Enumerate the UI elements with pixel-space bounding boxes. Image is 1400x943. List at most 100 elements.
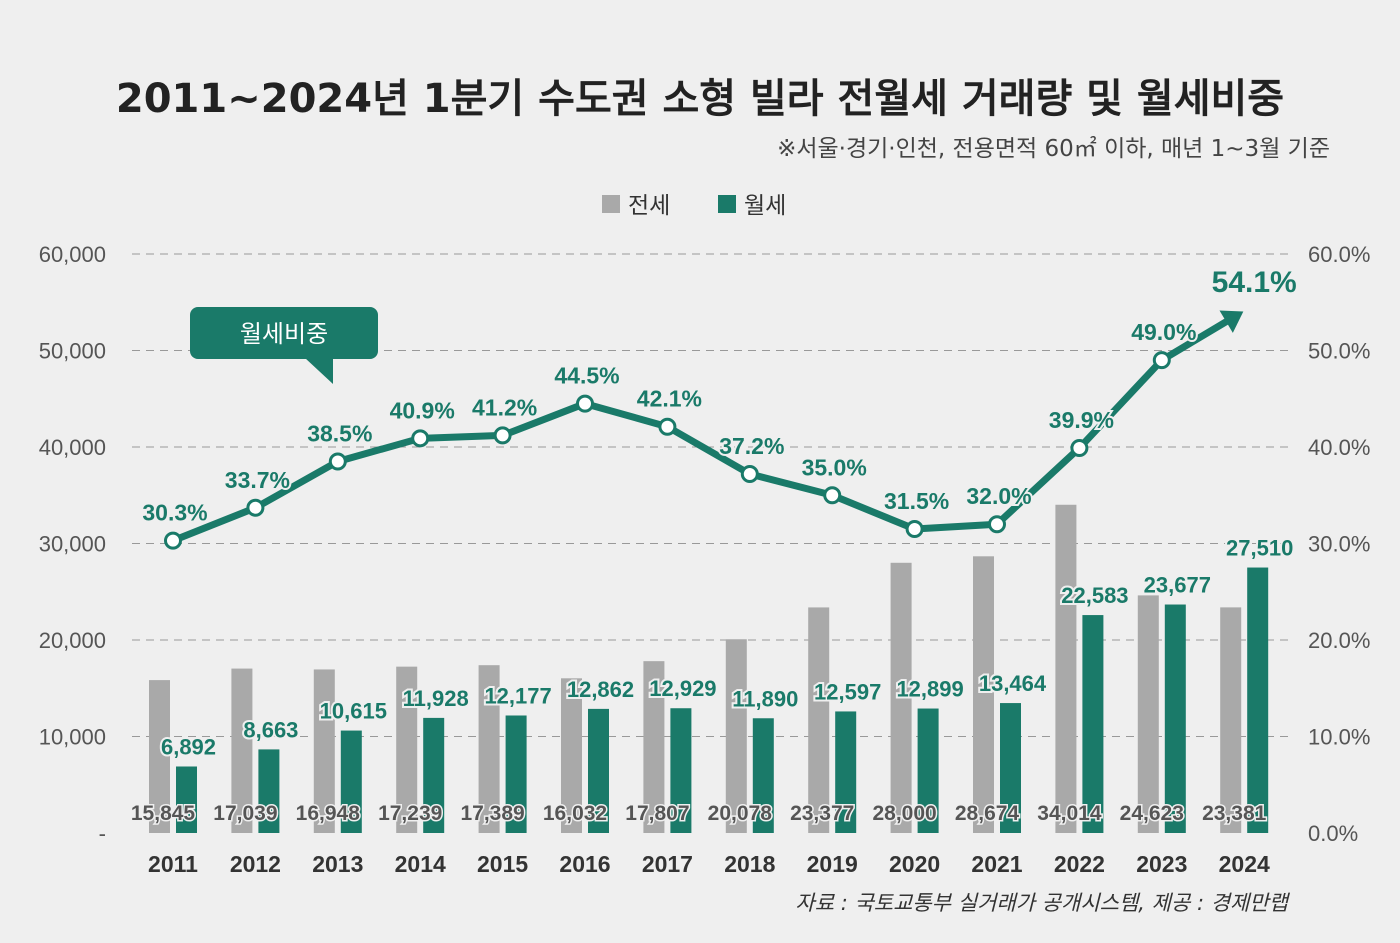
x-tick-label-2013: 2013 xyxy=(312,851,363,877)
ratio-point-2023 xyxy=(1152,351,1171,370)
ratio-point-2013 xyxy=(328,452,347,471)
bar-label-jeonse-2022: 34,014 xyxy=(1037,802,1102,825)
bar-jeonse-2015 xyxy=(478,665,500,833)
ratio-label-2016: 44.5% xyxy=(554,363,619,389)
y-right-tick-label: 60.0% xyxy=(1308,242,1370,267)
y-right-tick-label: 10.0% xyxy=(1308,725,1370,750)
x-tick-label-2018: 2018 xyxy=(724,851,775,877)
line-series-wolse-ratio: 30.3% 33.7% 38.5% 40.9% 41.2% 44.5% 42.1% 37.2%… xyxy=(140,264,1299,550)
ratio-point-2021 xyxy=(988,515,1006,534)
bar-label-wolse-2021: 13,464 xyxy=(979,671,1047,696)
ratio-point-2014 xyxy=(411,429,430,448)
bar-wolse-2017 xyxy=(670,708,692,833)
bar-label-wolse-2014: 11,928 xyxy=(403,686,469,711)
ratio-point-2019 xyxy=(823,486,842,505)
bar-label-jeonse-2023: 24,623 xyxy=(1120,802,1184,825)
bar-jeonse-2011 xyxy=(149,680,170,833)
ratio-line-arrow-segment xyxy=(1158,315,1235,364)
bar-label-wolse-2015: 12,177 xyxy=(484,683,551,708)
bar-wolse-2020 xyxy=(917,708,939,833)
ratio-arrowhead xyxy=(1219,310,1244,333)
bar-label-wolse-2019: 12,597 xyxy=(814,679,881,704)
callout-pointer xyxy=(305,358,333,384)
bar-wolse-2013 xyxy=(340,730,362,833)
ratio-label-2023: 49.0% xyxy=(1131,319,1196,345)
y-left-tick-label: - xyxy=(99,821,106,846)
x-tick-label-2024: 2024 xyxy=(1219,851,1270,877)
x-tick-label-2015: 2015 xyxy=(477,851,528,877)
bar-jeonse-2014 xyxy=(396,666,418,833)
bar-jeonse-2022 xyxy=(1055,504,1077,833)
bar-label-wolse-2020: 12,899 xyxy=(896,677,963,702)
y-left-tick-label: 30,000 xyxy=(39,532,106,557)
y-right-tick-label: 30.0% xyxy=(1308,532,1370,557)
bar-wolse-2022 xyxy=(1082,615,1104,833)
bar-label-jeonse-2021: 28,674 xyxy=(955,802,1020,825)
bar-wolse-2012 xyxy=(258,749,280,833)
bar-wolse-2015 xyxy=(505,715,527,833)
legend-label-jeonse: 전세 xyxy=(628,193,670,219)
y-right-tick-label: 0.0% xyxy=(1308,821,1358,846)
ratio-label-2024: 54.1% xyxy=(1212,266,1297,299)
source-note: 자료 : 국토교통부 실거래가 공개시스템, 제공 : 경제만랩 xyxy=(795,891,1290,915)
bar-label-wolse-2011: 6,892 xyxy=(161,734,216,759)
bar-label-wolse-2012: 8,663 xyxy=(243,717,298,742)
y-axis-left: - 10,000 20,000 30,000 40,000 50,000 60,000 xyxy=(39,242,106,846)
bar-label-wolse-2017: 12,929 xyxy=(649,676,716,701)
bar-label-jeonse-2020: 28,000 xyxy=(872,802,936,825)
bar-label-wolse-2018: 11,890 xyxy=(732,686,798,711)
bar-label-jeonse-2018: 20,078 xyxy=(708,802,773,825)
bar-wolse-2021 xyxy=(1000,703,1021,833)
bar-wolse-2023 xyxy=(1164,604,1186,833)
y-axis-right: 0.0% 10.0% 20.0% 30.0% 40.0% 50.0% 60.0% xyxy=(1308,242,1370,846)
bar-label-jeonse-2019: 23,377 xyxy=(790,802,854,825)
ratio-label-2019: 35.0% xyxy=(802,454,867,480)
y-left-tick-label: 10,000 xyxy=(39,725,106,750)
ratio-point-2016 xyxy=(576,394,594,413)
bar-jeonse-2020 xyxy=(890,562,912,833)
x-tick-label-2011: 2011 xyxy=(148,851,198,877)
ratio-point-2020 xyxy=(905,520,924,539)
bar-label-jeonse-2017: 17,807 xyxy=(625,802,689,825)
bar-wolse-2018 xyxy=(752,718,774,833)
ratio-point-2015 xyxy=(493,426,512,445)
ratio-point-2017 xyxy=(658,417,677,436)
x-tick-label-2017: 2017 xyxy=(642,851,693,877)
x-tick-label-2021: 2021 xyxy=(971,851,1022,877)
legend-label-wolse: 월세 xyxy=(744,193,786,219)
y-left-tick-label: 50,000 xyxy=(39,339,106,364)
y-right-tick-label: 20.0% xyxy=(1308,628,1370,653)
bar-jeonse-2016 xyxy=(561,678,582,833)
x-tick-label-2016: 2016 xyxy=(559,851,610,877)
y-left-tick-label: 40,000 xyxy=(39,435,106,460)
x-tick-label-2022: 2022 xyxy=(1054,851,1105,877)
legend-swatch-wolse xyxy=(718,195,736,213)
bar-label-jeonse-2024: 23,381 xyxy=(1202,802,1267,825)
chart-title: 2011~2024년 1분기 수도권 소형 빌라 전월세 거래량 및 월세비중 xyxy=(116,76,1284,122)
ratio-label-2012: 33.7% xyxy=(225,467,290,493)
ratio-point-2022 xyxy=(1070,438,1089,457)
bar-jeonse-2019 xyxy=(808,607,830,833)
bar-label-jeonse-2015: 17,389 xyxy=(460,802,524,825)
bar-jeonse-2017 xyxy=(643,661,665,833)
y-right-tick-label: 40.0% xyxy=(1308,435,1370,460)
bar-label-jeonse-2012: 17,039 xyxy=(213,802,277,825)
y-right-tick-label: 50.0% xyxy=(1308,339,1370,364)
bar-jeonse-2013 xyxy=(313,669,335,833)
ratio-label-2011: 30.3% xyxy=(142,500,207,526)
legend: 전세 월세 xyxy=(602,193,786,219)
x-tick-label-2023: 2023 xyxy=(1136,851,1187,877)
bar-jeonse-2012 xyxy=(231,668,253,833)
bar-label-jeonse-2014: 17,239 xyxy=(378,802,442,825)
bar-label-wolse-2022: 22,583 xyxy=(1061,583,1128,608)
bar-label-wolse-2024: 27,510 xyxy=(1226,536,1293,561)
x-tick-label-2012: 2012 xyxy=(230,851,281,877)
bar-wolse-2016 xyxy=(588,708,609,833)
callout-label: 월세비중 xyxy=(240,320,328,348)
ratio-point-2018 xyxy=(740,465,759,484)
chart-subtitle: ※서울·경기·인천, 전용면적 60㎡ 이하, 매년 1~3월 기준 xyxy=(777,136,1330,162)
callout-wolse-ratio: 월세비중 xyxy=(190,307,378,384)
x-axis-labels: 2011 2012 2013 2014 2015 2016 2017 2018 2019 2020… xyxy=(148,851,1270,877)
ratio-label-2015: 41.2% xyxy=(472,394,537,420)
